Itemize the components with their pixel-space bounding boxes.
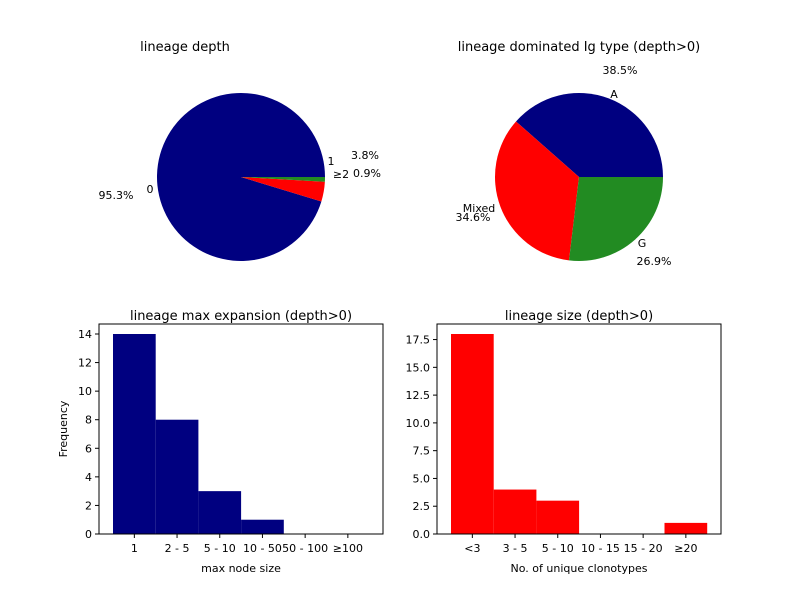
y-tick-label: 7.5 <box>413 445 431 458</box>
bar <box>451 334 494 534</box>
chart-title: lineage max expansion (depth>0) <box>130 309 352 324</box>
y-tick-label: 0.0 <box>413 528 431 541</box>
y-tick-label: 14 <box>78 328 92 341</box>
x-tick-label: 2 - 5 <box>165 542 190 555</box>
slice-label: Mixed <box>463 202 495 215</box>
y-tick-label: 0 <box>85 528 92 541</box>
bar-chart-lineage-size: lineage size (depth>0) No. of unique clo… <box>406 309 722 575</box>
y-tick-label: 6 <box>85 442 92 455</box>
chart-title: lineage dominated Ig type (depth>0) <box>458 40 701 55</box>
y-tick-label: 2 <box>85 499 92 512</box>
slice-label: 1 <box>328 155 335 168</box>
pie-slice-a <box>515 92 663 177</box>
slice-label: ≥2 <box>333 168 349 181</box>
x-tick-label: 1 <box>131 542 138 555</box>
x-tick-label: <3 <box>464 542 480 555</box>
y-tick-label: 5.0 <box>413 472 431 485</box>
bar-chart-max-expansion: lineage max expansion (depth>0) max node… <box>57 309 384 575</box>
y-tick-label: 10 <box>78 385 92 398</box>
y-tick-label: 10.0 <box>406 417 431 430</box>
bar <box>155 419 199 534</box>
x-tick-label: 10 - 50 <box>243 542 282 555</box>
y-tick-label: 12.5 <box>406 389 431 402</box>
x-tick-label: 50 - 100 <box>282 542 328 555</box>
x-tick-label: 5 - 10 <box>542 542 574 555</box>
slice-label: G <box>638 237 647 250</box>
x-tick-label: ≥100 <box>333 542 363 555</box>
slice-percent: 34.6% <box>456 211 491 224</box>
axes-frame <box>436 323 722 535</box>
pie-chart-ig-type: lineage dominated Ig type (depth>0) A Mi… <box>456 40 701 268</box>
bar <box>536 500 580 534</box>
chart-title: lineage depth <box>140 40 230 55</box>
slice-percent: 0.9% <box>353 167 381 180</box>
pie-slices <box>495 92 663 261</box>
x-tick-label: 5 - 10 <box>204 542 236 555</box>
x-axis-label: No. of unique clonotypes <box>511 562 648 575</box>
pie-slice-1 <box>241 177 325 202</box>
x-tick-label: 15 - 20 <box>624 542 663 555</box>
y-axis-label: Frequency <box>57 400 70 457</box>
bar <box>113 334 156 534</box>
slice-percent: 38.5% <box>603 64 638 77</box>
slice-percent: 3.8% <box>351 149 379 162</box>
slice-label: 0 <box>147 183 154 196</box>
bar <box>493 489 537 534</box>
y-tick-label: 4 <box>85 471 92 484</box>
slice-percent: 26.9% <box>637 255 672 268</box>
bar <box>664 522 708 534</box>
pie-slice--2 <box>241 177 326 182</box>
pie-chart-lineage-depth: lineage depth 0 1 ≥2 95.3% 3.8% 0.9% <box>99 40 381 261</box>
slice-percent: 95.3% <box>99 189 134 202</box>
x-tick-label: 10 - 15 <box>581 542 620 555</box>
y-tick-label: 12 <box>78 357 92 370</box>
bar-marks: <3 3 - 5 5 - 10 10 - 15 15 - 20 ≥20 0.0 2.5 5.0 7… <box>406 334 708 555</box>
x-axis-label: max node size <box>201 562 281 575</box>
chart-title: lineage size (depth>0) <box>505 309 653 324</box>
y-tick-label: 8 <box>85 414 92 427</box>
x-tick-label: 3 - 5 <box>503 542 528 555</box>
pie-slice-mixed <box>495 121 579 261</box>
bar <box>241 519 284 534</box>
slice-label: A <box>610 88 618 101</box>
y-tick-label: 17.5 <box>406 334 431 347</box>
axes-frame <box>98 323 384 535</box>
y-tick-label: 2.5 <box>413 500 431 513</box>
bar-marks: 1 2 - 5 5 - 10 10 - 50 50 - 100 ≥100 0 2 4 6 8 10 12… <box>78 328 363 555</box>
y-tick-label: 15.0 <box>406 361 431 374</box>
x-tick-label: ≥20 <box>674 542 697 555</box>
pie-slice-0 <box>157 92 326 261</box>
bar <box>198 491 242 534</box>
pie-slices <box>157 92 326 261</box>
pie-slice-g <box>569 177 663 261</box>
